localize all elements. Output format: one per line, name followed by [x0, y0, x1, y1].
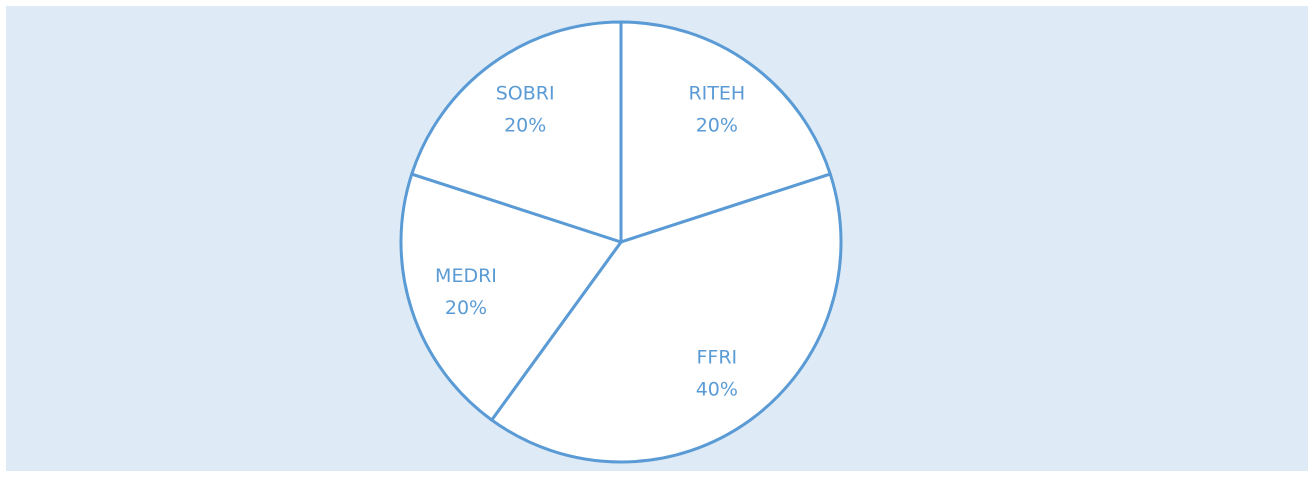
slice-value-label: 20% — [504, 115, 546, 137]
slice-label: MEDRI — [435, 265, 497, 287]
pie-slice — [490, 172, 843, 464]
slice-label: FFRI — [696, 346, 737, 368]
pie-slice — [619, 20, 832, 244]
slice-value-label: 40% — [696, 378, 738, 400]
pie-slice — [410, 20, 623, 244]
slice-value-label: 20% — [696, 115, 738, 137]
slice-value-label: 20% — [445, 297, 487, 319]
pie-slice — [399, 172, 623, 422]
slice-label: RITEH — [688, 83, 745, 105]
slice-label: SOBRI — [496, 83, 555, 105]
